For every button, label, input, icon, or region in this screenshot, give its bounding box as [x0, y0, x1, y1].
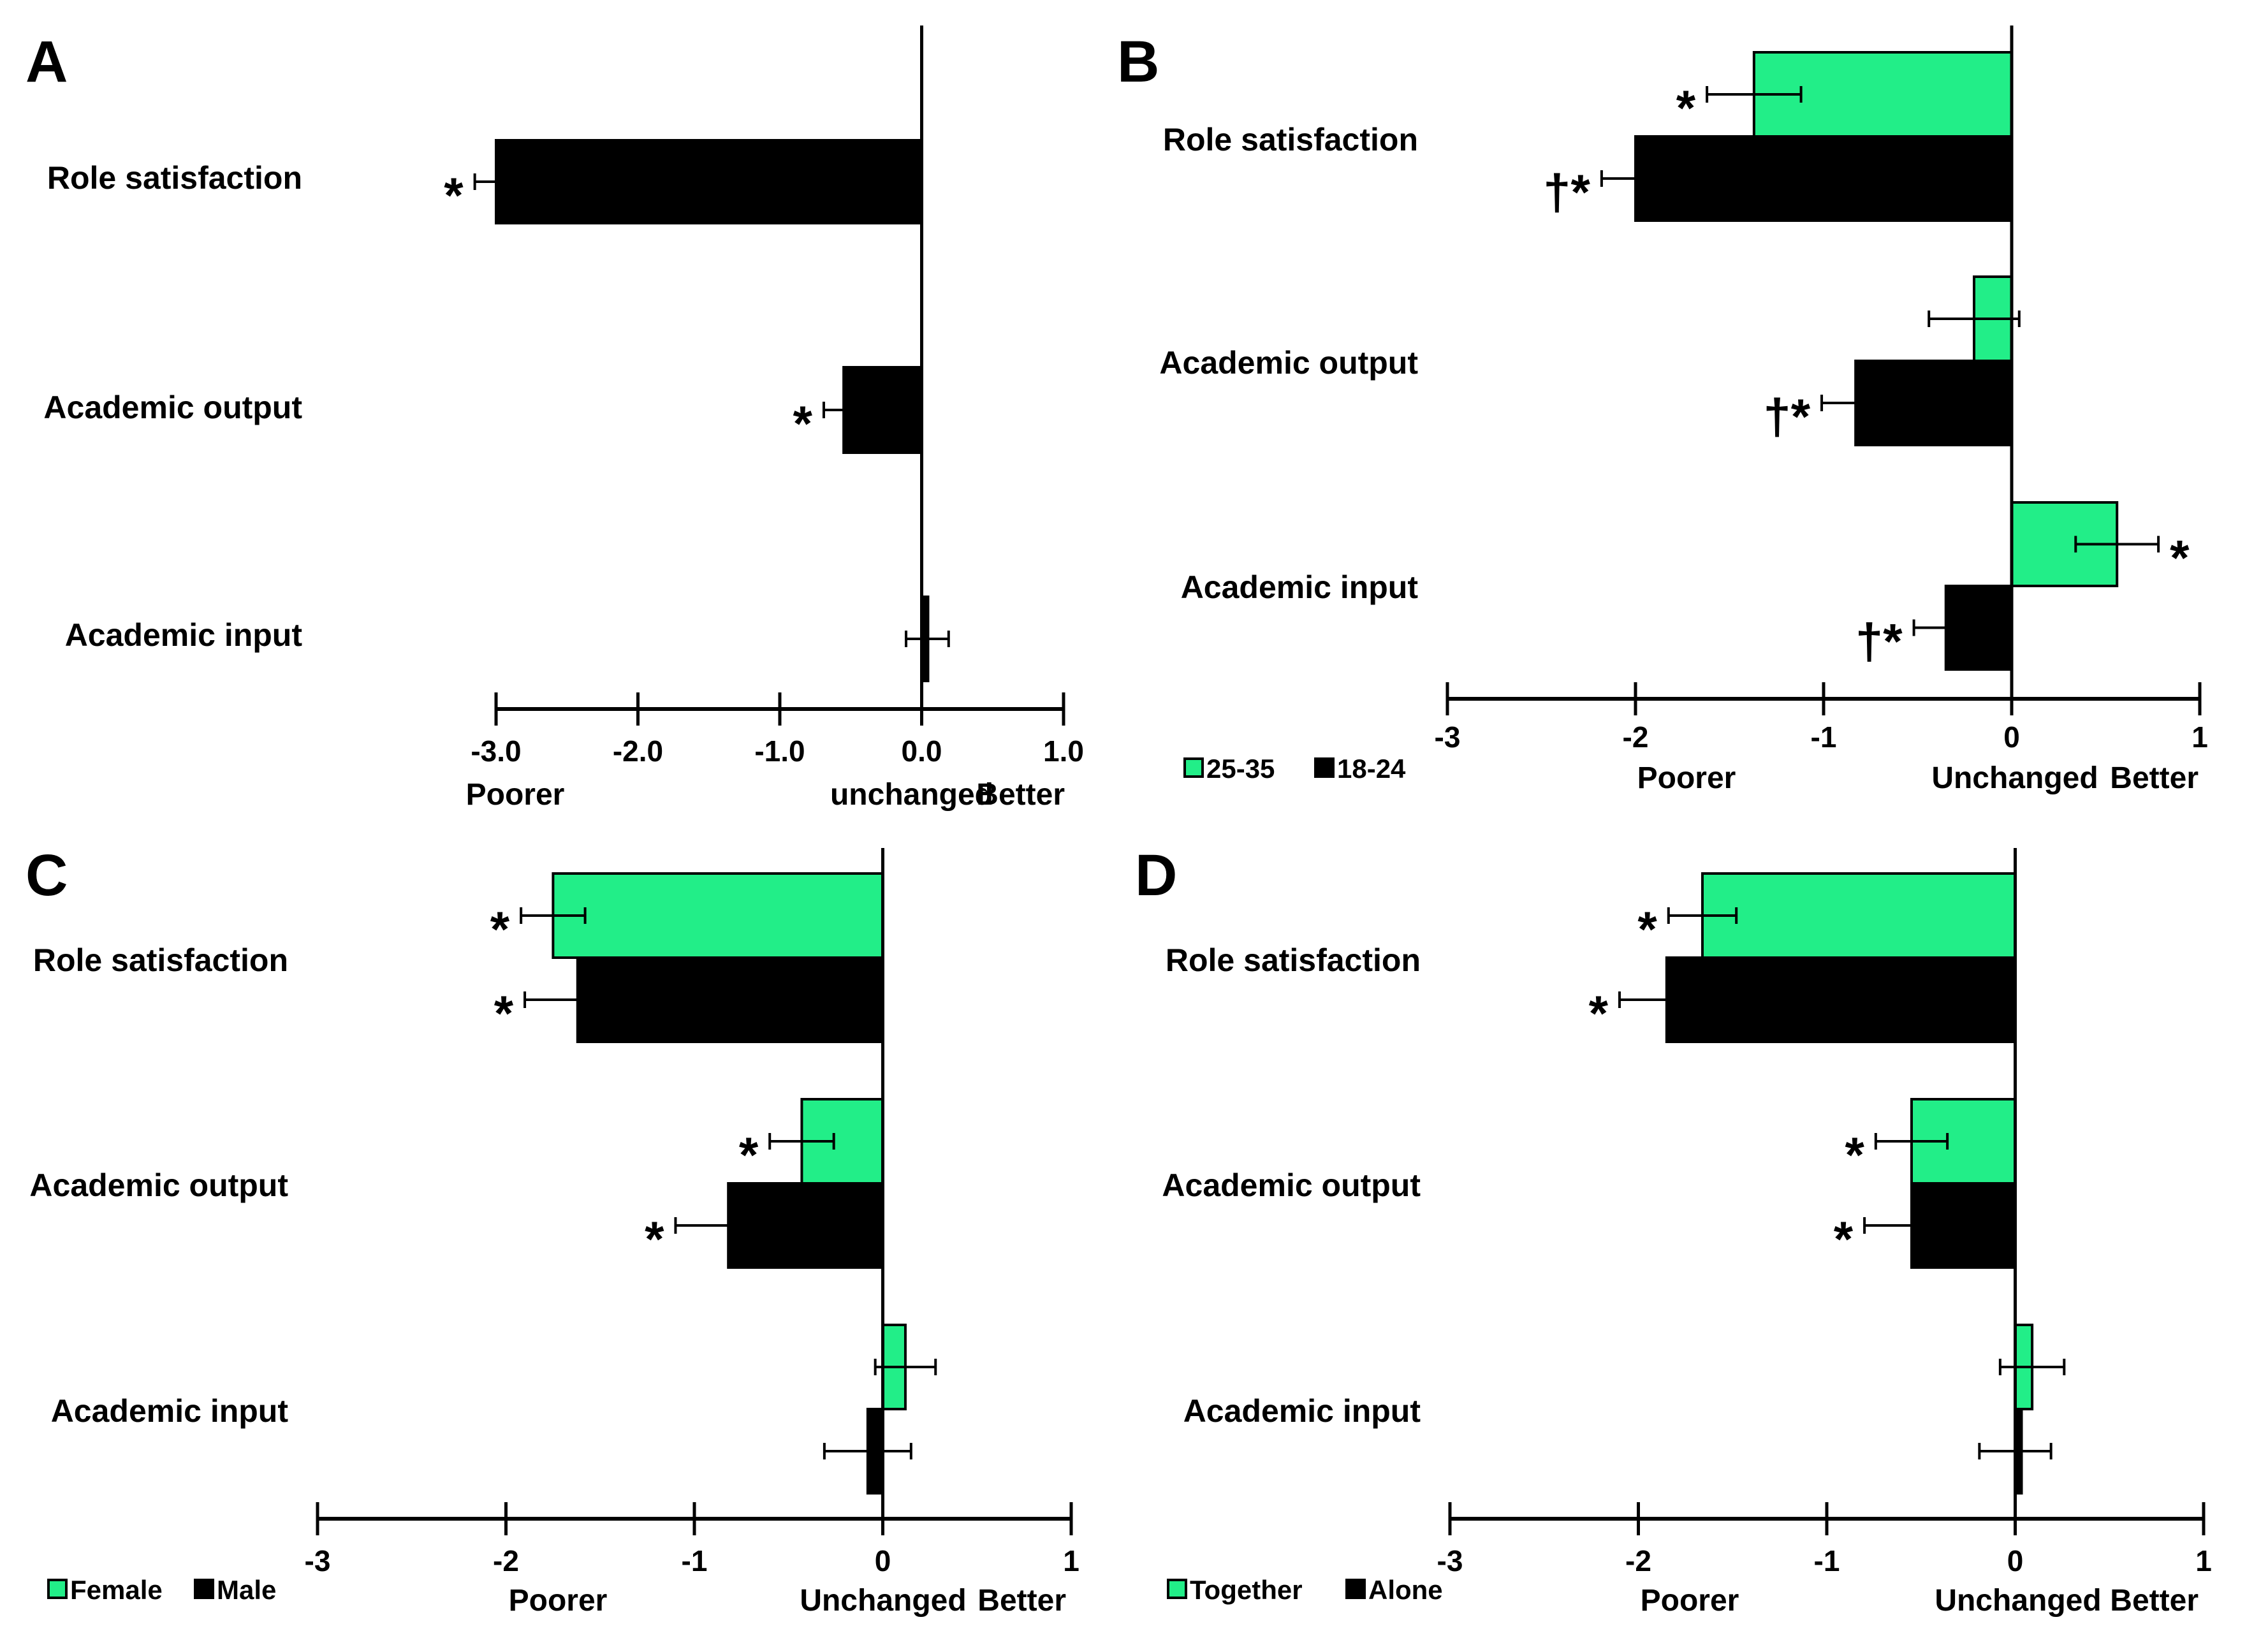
x-tick-label: -2.0: [613, 735, 663, 768]
significance-mark: *: [1637, 901, 1657, 957]
bar-together-role-satisfaction: [1701, 872, 2017, 959]
legend-label-18-24: 18-24: [1337, 754, 1406, 784]
axis-word-better: Better: [2110, 761, 2199, 795]
x-tick-label: -2: [493, 1544, 519, 1577]
panel-c: C Role satisfaction Academic output Academi…: [26, 843, 1079, 1618]
significance-mark: *: [1676, 80, 1696, 136]
legend-swatch-female: [47, 1579, 68, 1599]
x-tick-label: -2: [1623, 720, 1649, 754]
x-tick-label: 1: [2195, 1544, 2212, 1577]
category-label-academic-input: Academic input: [1181, 569, 1419, 605]
x-tick-label: 0.0: [902, 735, 942, 768]
x-tick-label: -1: [1811, 720, 1837, 754]
category-label-academic-output: Academic output: [1159, 345, 1418, 381]
axis-word-better: Better: [2110, 1584, 2199, 1618]
panel-a: A Role satisfaction Academic output Academi…: [26, 26, 1084, 812]
category-label-academic-output: Academic output: [43, 390, 302, 425]
significance-mark: *: [793, 395, 813, 451]
significance-mark: †*: [1543, 164, 1590, 220]
x-tick-label: 1.0: [1043, 735, 1084, 768]
axis-word-unchanged: Unchanged: [1931, 761, 2098, 795]
category-label-academic-input: Academic input: [65, 617, 303, 653]
panel-letter: D: [1135, 843, 1177, 908]
x-tick-label: -1: [682, 1544, 708, 1577]
bar-alone-role-satisfaction: [1665, 956, 2017, 1043]
category-label-role-satisfaction: Role satisfaction: [33, 942, 288, 978]
legend-swatch-25-35: [1183, 757, 1204, 778]
significance-mark: *: [490, 901, 510, 957]
significance-mark: *: [1589, 985, 1609, 1041]
legend-label-female: Female: [70, 1575, 163, 1605]
significance-mark: †*: [1763, 388, 1810, 444]
significance-mark: *: [739, 1127, 759, 1183]
x-tick-label: 0: [2003, 720, 2020, 754]
x-tick-label: 1: [1063, 1544, 1079, 1577]
x-tick-label: -3.0: [471, 735, 521, 768]
axis-word-unchanged: Unchanged: [1935, 1584, 2101, 1618]
legend-label-25-35: 25-35: [1206, 754, 1275, 784]
legend-label-together: Together: [1190, 1575, 1303, 1605]
bar-all-role-satisfaction: [495, 139, 923, 224]
category-label-academic-output: Academic output: [29, 1167, 288, 1203]
bar-18-24-role-satisfaction: [1634, 135, 2013, 222]
x-tick-label: -3: [305, 1544, 331, 1577]
axis-word-poorer: Poorer: [466, 778, 565, 812]
axis-word-unchanged: Unchanged: [800, 1584, 966, 1618]
significance-mark: *: [2170, 530, 2190, 586]
significance-mark: *: [645, 1211, 664, 1267]
panel-letter: A: [26, 29, 68, 94]
panel-d: D Role satisfaction Academic output Academi…: [1135, 843, 2212, 1618]
legend-swatch-together: [1167, 1579, 1187, 1599]
x-tick-label: 0: [875, 1544, 891, 1577]
x-tick-label: -3: [1435, 720, 1461, 754]
category-label-academic-input: Academic input: [51, 1393, 289, 1429]
axis-word-unchanged: unchanged: [830, 778, 993, 812]
x-tick-label: -1: [1814, 1544, 1840, 1577]
significance-mark: *: [494, 985, 514, 1041]
category-label-academic-input: Academic input: [1183, 1393, 1421, 1429]
axis-word-better: Better: [976, 778, 1065, 812]
legend-label-male: Male: [217, 1575, 276, 1605]
bar-female-role-satisfaction: [552, 872, 884, 959]
significance-mark: *: [444, 167, 464, 223]
axis-word-poorer: Poorer: [509, 1584, 608, 1618]
legend-label-alone: Alone: [1368, 1575, 1443, 1605]
x-tick-label: 1: [2191, 720, 2208, 754]
axis-word-poorer: Poorer: [1637, 761, 1736, 795]
significance-mark: *: [1834, 1211, 1854, 1267]
legend-swatch-18-24: [1314, 757, 1335, 778]
significance-mark: *: [1845, 1127, 1864, 1183]
panel-letter: C: [26, 843, 68, 908]
category-label-academic-output: Academic output: [1162, 1167, 1421, 1203]
x-tick-label: 0: [2007, 1544, 2024, 1577]
x-tick-label: -1.0: [754, 735, 805, 768]
axis-word-better: Better: [977, 1584, 1066, 1618]
x-tick-label: -3: [1437, 1544, 1463, 1577]
category-label-role-satisfaction: Role satisfaction: [47, 160, 302, 196]
legend-swatch-alone: [1345, 1579, 1366, 1599]
significance-mark: †*: [1855, 613, 1903, 669]
legend-swatch-male: [194, 1579, 214, 1599]
panel-letter: B: [1117, 29, 1159, 94]
x-tick-label: -2: [1625, 1544, 1651, 1577]
axis-word-poorer: Poorer: [1641, 1584, 1739, 1618]
category-label-role-satisfaction: Role satisfaction: [1163, 122, 1418, 157]
category-label-role-satisfaction: Role satisfaction: [1166, 942, 1421, 978]
